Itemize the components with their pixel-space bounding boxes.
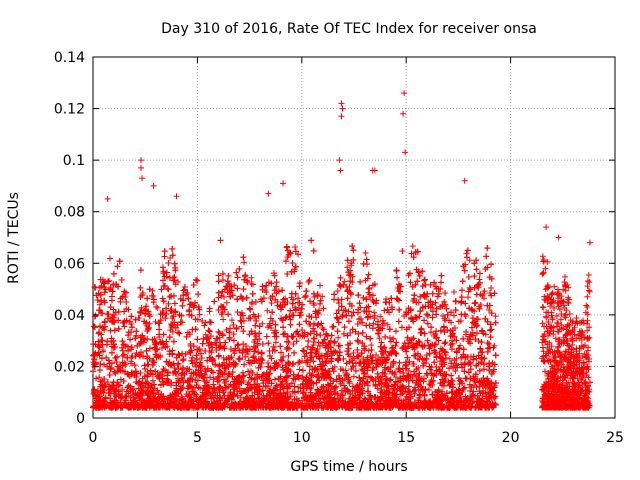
data-point [492, 313, 499, 320]
data-point [344, 348, 351, 355]
data-point [205, 327, 212, 334]
data-point [492, 380, 499, 387]
data-point [180, 364, 187, 371]
data-point [154, 304, 161, 311]
data-point [167, 254, 174, 261]
data-point [363, 322, 370, 329]
data-point [429, 290, 436, 297]
data-point [335, 334, 342, 341]
data-point [307, 356, 314, 363]
data-point [293, 338, 300, 345]
data-point [457, 342, 464, 349]
data-point [252, 322, 259, 329]
data-point [237, 394, 244, 401]
data-point [365, 382, 372, 389]
grid [93, 57, 615, 418]
data-point [366, 284, 373, 291]
data-point [319, 293, 326, 300]
data-point [226, 336, 233, 343]
data-point [451, 312, 458, 319]
data-point [446, 355, 453, 362]
data-point [317, 282, 324, 289]
data-point [334, 328, 341, 335]
data-point [259, 320, 266, 327]
data-point [328, 332, 335, 339]
data-point [409, 243, 416, 250]
data-point [466, 257, 473, 264]
data-point [344, 264, 351, 271]
data-point [334, 288, 341, 295]
chart-title: Day 310 of 2016, Rate Of TEC Index for r… [161, 21, 537, 37]
data-point [252, 336, 259, 343]
data-point [305, 338, 312, 345]
data-point [165, 286, 172, 293]
data-point [371, 309, 378, 316]
data-point [376, 335, 383, 342]
data-point [223, 299, 230, 306]
data-point [202, 331, 209, 338]
data-point [384, 321, 391, 328]
data-point [166, 293, 173, 300]
data-point [463, 250, 470, 257]
data-point [335, 300, 342, 307]
data-point [202, 319, 209, 326]
data-point [296, 366, 303, 373]
data-point [118, 276, 125, 283]
data-point [442, 290, 449, 297]
data-point [292, 243, 299, 250]
data-point [340, 355, 347, 362]
data-point [220, 316, 227, 323]
data-point [96, 374, 103, 381]
data-point [228, 317, 235, 324]
data-point [241, 259, 248, 266]
data-point [310, 342, 317, 349]
data-point [341, 278, 348, 285]
data-point [167, 321, 174, 328]
data-point [171, 365, 178, 372]
data-point [465, 294, 472, 301]
data-point [390, 358, 397, 365]
data-point [264, 307, 271, 314]
data-point [377, 313, 384, 320]
data-point [362, 250, 369, 257]
data-point [121, 323, 128, 330]
data-point [483, 253, 490, 260]
data-point [248, 274, 255, 281]
data-point [149, 377, 156, 384]
data-point [171, 260, 178, 267]
data-point [174, 278, 181, 285]
data-point [350, 373, 357, 380]
data-point [365, 347, 372, 354]
data-point [152, 318, 159, 325]
data-point [272, 339, 279, 346]
data-point [216, 330, 223, 337]
data-point [478, 339, 485, 346]
data-point [119, 347, 126, 354]
data-point [285, 352, 292, 359]
data-point [299, 367, 306, 374]
data-points [90, 90, 593, 411]
data-point [169, 252, 176, 259]
plot-frame [92, 56, 616, 419]
data-point [452, 368, 459, 375]
data-point [96, 301, 103, 308]
data-point [373, 351, 380, 358]
data-point [164, 285, 171, 292]
data-point [354, 347, 361, 354]
